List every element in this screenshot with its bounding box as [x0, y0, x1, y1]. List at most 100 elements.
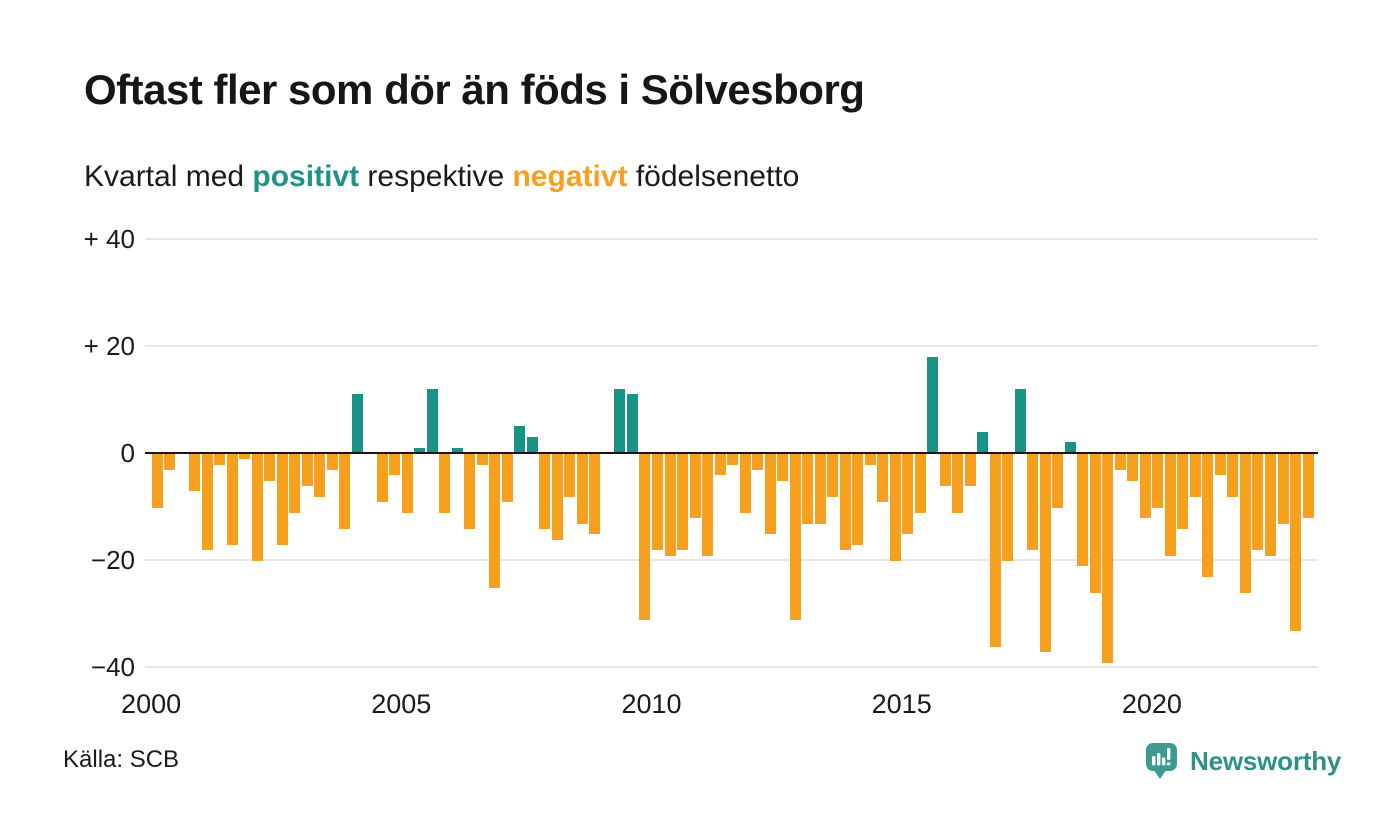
bar-negative — [952, 454, 964, 513]
bar-negative — [464, 454, 476, 529]
bar-negative — [727, 454, 739, 465]
bar-negative — [564, 454, 576, 497]
bar-negative — [789, 454, 801, 620]
bar-positive — [927, 356, 939, 453]
bar-negative — [539, 454, 551, 529]
bar-negative — [489, 454, 501, 588]
bar-negative — [314, 454, 326, 497]
bar-negative — [439, 454, 451, 513]
bar-negative — [777, 454, 789, 481]
bar-negative — [1077, 454, 1089, 567]
y-axis-tick-label: + 20 — [83, 331, 135, 361]
bar-negative — [1252, 454, 1264, 551]
bar-negative — [889, 454, 901, 561]
y-axis-tick-label: −20 — [90, 545, 135, 575]
bar-negative — [864, 454, 876, 465]
bar-negative — [576, 454, 588, 524]
bar-negative — [1239, 454, 1251, 594]
newsworthy-wordmark: Newsworthy — [1190, 746, 1342, 776]
y-axis-tick-label: + 40 — [83, 224, 135, 254]
bar-negative — [677, 454, 689, 551]
bar-negative — [1189, 454, 1201, 497]
x-axis-tick-label: 2010 — [621, 689, 682, 719]
bar-negative — [1127, 454, 1139, 481]
bar-negative — [289, 454, 301, 513]
bar-negative — [914, 454, 926, 513]
bar-negative — [189, 454, 201, 492]
x-axis-tick-label: 2020 — [1121, 689, 1182, 719]
bar-chart-plot-area: 2000 2005 2010 2015 2020 — [121, 238, 1318, 719]
bar-negative — [714, 454, 726, 476]
bar-negative — [1264, 454, 1276, 556]
bar-negative — [814, 454, 826, 524]
bar-negative — [839, 454, 851, 551]
bar-positive — [614, 388, 626, 453]
bar-negative — [902, 454, 914, 535]
bar-negative — [1277, 454, 1289, 524]
bar-negative — [276, 454, 288, 545]
zero-axis-line — [145, 452, 1318, 454]
page-title: Oftast fler som dör än föds i Sölvesborg — [84, 66, 865, 113]
bar-negative — [1102, 454, 1114, 663]
bar-positive — [626, 394, 638, 453]
bar-negative — [251, 454, 263, 561]
bar-negative — [939, 454, 951, 487]
bar-negative — [214, 454, 226, 465]
bar-negative — [689, 454, 701, 519]
gridline — [145, 666, 1318, 668]
gridline — [145, 238, 1318, 240]
bar-negative — [164, 454, 176, 471]
bar-negative — [739, 454, 751, 513]
x-axis-tick-label: 2005 — [371, 689, 432, 719]
bar-negative — [964, 454, 976, 487]
bar-negative — [802, 454, 814, 524]
x-axis-tick-label: 2015 — [871, 689, 932, 719]
bar-negative — [1027, 454, 1039, 551]
bar-negative — [476, 454, 488, 465]
bar-negative — [852, 454, 864, 545]
bar-negative — [1052, 454, 1064, 508]
x-axis-tick-label: 2000 — [121, 689, 182, 719]
bar-negative — [1202, 454, 1214, 578]
bar-negative — [326, 454, 338, 471]
bar-negative — [589, 454, 601, 535]
bar-negative — [301, 454, 313, 487]
bar-negative — [1089, 454, 1101, 594]
bar-negative — [339, 454, 351, 529]
bar-negative — [1164, 454, 1176, 556]
bar-negative — [264, 454, 276, 481]
source-note: Källa: SCB — [63, 746, 180, 773]
bar-negative — [1177, 454, 1189, 529]
bar-negative — [1139, 454, 1151, 519]
bar-negative — [1214, 454, 1226, 476]
newsworthy-bubble-chart-icon — [1146, 743, 1177, 779]
bar-positive — [351, 394, 363, 453]
bar-positive — [526, 436, 538, 453]
gridline — [145, 559, 1318, 561]
bar-negative — [1152, 454, 1164, 508]
gridline — [145, 345, 1318, 347]
bar-negative — [226, 454, 238, 545]
bar-negative — [702, 454, 714, 556]
bar-negative — [551, 454, 563, 540]
bar-negative — [764, 454, 776, 535]
bar-negative — [752, 454, 764, 471]
bar-negative — [151, 454, 163, 508]
bar-positive — [451, 447, 463, 453]
bar-negative — [1302, 454, 1314, 519]
bar-positive — [1014, 388, 1026, 453]
bar-positive — [414, 447, 426, 453]
bar-negative — [877, 454, 889, 503]
bar-negative — [376, 454, 388, 503]
newsworthy-logo: Newsworthy — [1146, 743, 1341, 779]
y-axis-tick-label: 0 — [120, 438, 135, 468]
bar-negative — [201, 454, 213, 551]
bar-negative — [639, 454, 651, 620]
bar-negative — [1039, 454, 1051, 652]
subtitle-prefix: Kvartal med — [84, 160, 253, 193]
bar-positive — [1064, 442, 1076, 453]
bar-positive — [514, 426, 526, 453]
bar-negative — [1114, 454, 1126, 471]
bar-negative — [501, 454, 513, 503]
bar-negative — [664, 454, 676, 556]
